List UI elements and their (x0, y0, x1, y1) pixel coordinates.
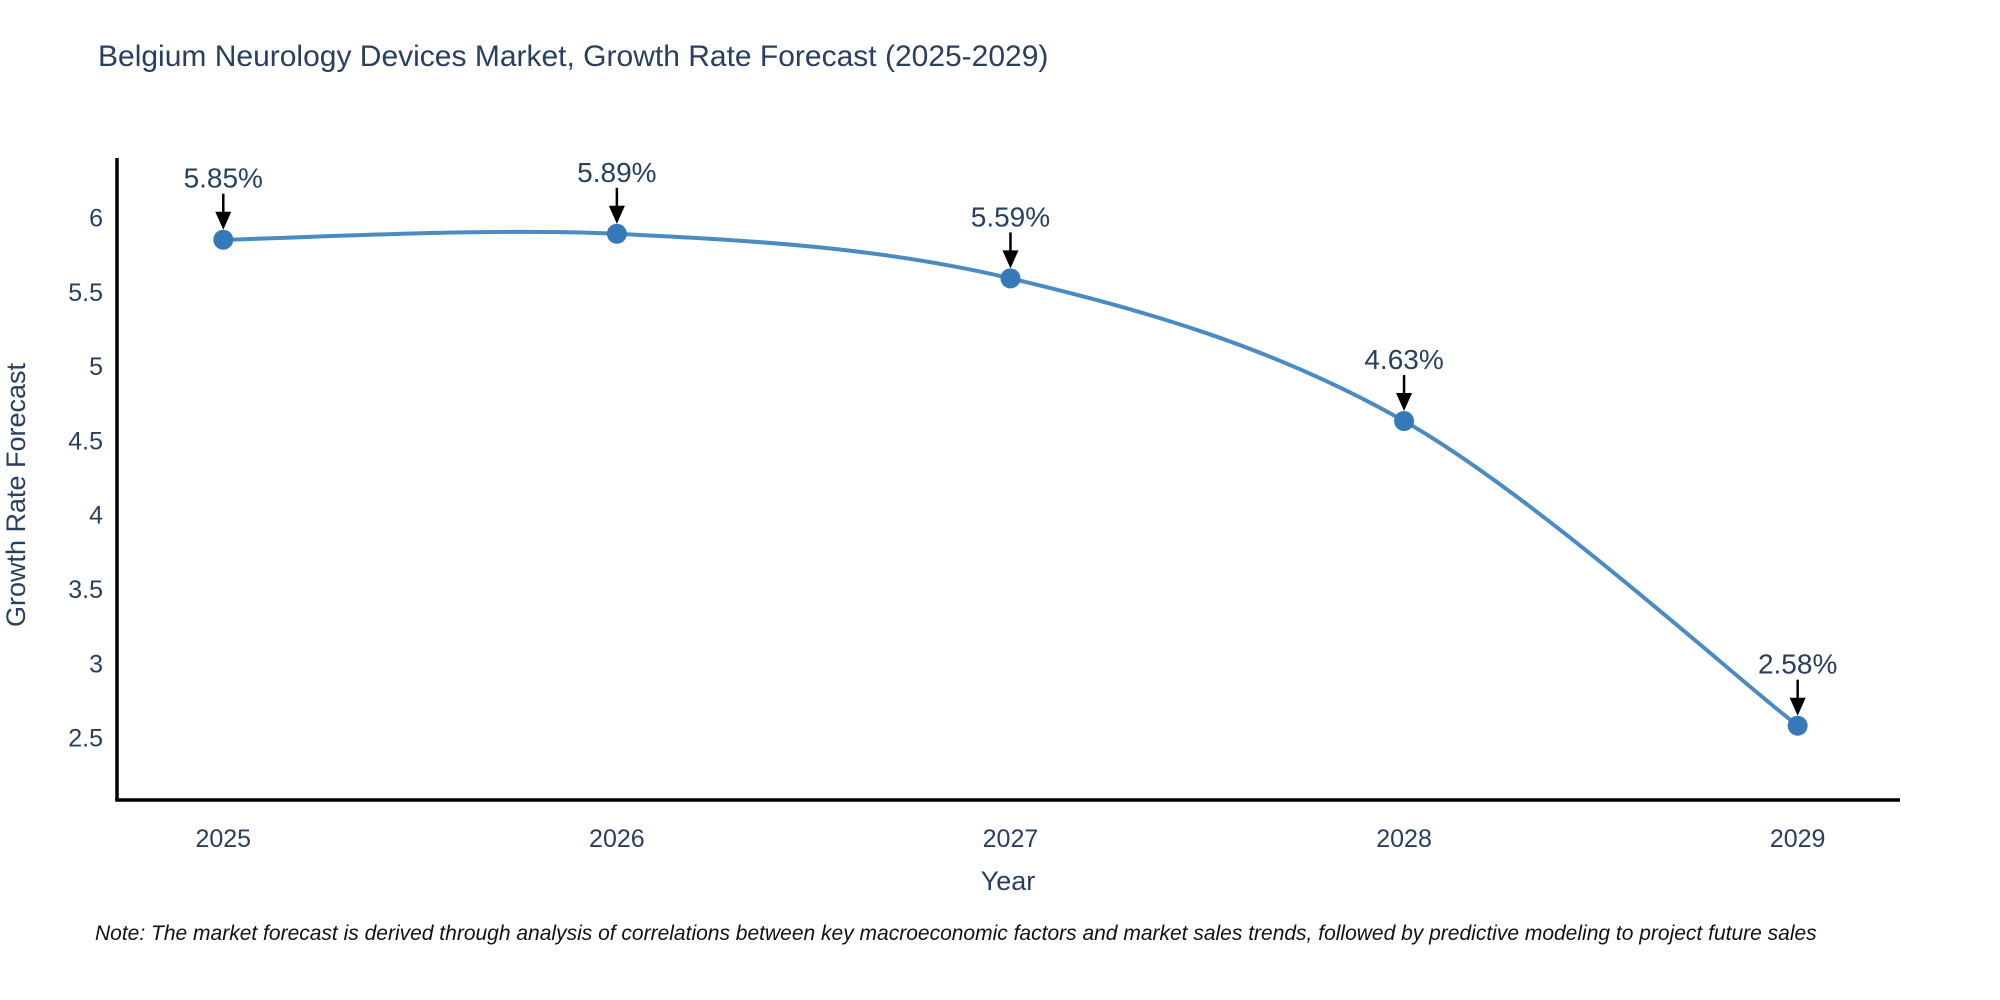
data-point-marker (1394, 411, 1415, 432)
y-tick-label: 4 (89, 502, 103, 530)
y-tick-label: 5.5 (68, 279, 103, 307)
annotation-arrow-head (1396, 393, 1413, 412)
plot-area: 2.5 3 3.5 4 4.5 5 5.5 6 2025 2026 2027 2028 2029 5.85… (68, 157, 1837, 853)
data-point-marker (213, 229, 234, 250)
data-point-marker (1787, 715, 1808, 736)
annotation-arrow-head (1002, 250, 1019, 269)
y-tick-label: 3.5 (68, 576, 103, 604)
x-tick-label: 2027 (983, 825, 1039, 853)
annotation-arrow-head (608, 205, 625, 224)
data-point-marker (1000, 268, 1021, 289)
y-axis-title: Growth Rate Forecast (1, 362, 31, 627)
point-value-label: 4.63% (1364, 344, 1443, 375)
x-tick-label: 2025 (195, 825, 251, 853)
y-tick-label: 4.5 (68, 427, 103, 455)
y-tick-label: 5 (89, 353, 103, 381)
point-value-label: 2.58% (1758, 649, 1837, 680)
annotation-arrow-head (215, 211, 232, 230)
y-tick-label: 2.5 (68, 725, 103, 753)
line-series (221, 229, 1800, 728)
chart-title: Belgium Neurology Devices Market, Growth… (98, 40, 1048, 73)
annotation-arrow-head (1789, 697, 1806, 716)
x-axis-title: Year (981, 866, 1036, 896)
point-value-label: 5.89% (577, 157, 656, 188)
y-tick-label: 6 (89, 204, 103, 232)
x-tick-label: 2026 (589, 825, 645, 853)
point-value-label: 5.59% (971, 201, 1050, 232)
x-tick-label: 2028 (1376, 825, 1432, 853)
y-tick-label: 3 (89, 650, 103, 678)
data-point-marker (606, 223, 627, 244)
point-value-label: 5.85% (184, 163, 263, 194)
footnote: Note: The market forecast is derived thr… (95, 922, 1817, 945)
x-tick-label: 2029 (1770, 825, 1826, 853)
